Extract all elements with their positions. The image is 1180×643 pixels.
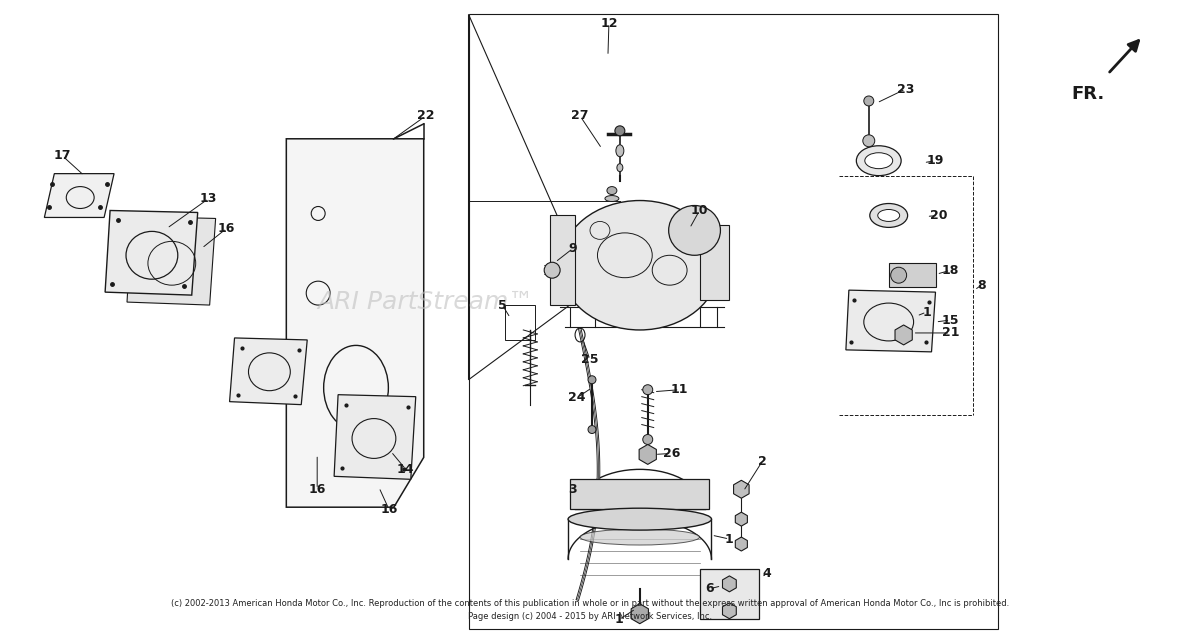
Circle shape <box>588 376 596 384</box>
Text: 3: 3 <box>568 483 576 496</box>
Ellipse shape <box>607 186 617 195</box>
Polygon shape <box>287 139 424 507</box>
Text: 1: 1 <box>922 305 931 318</box>
Circle shape <box>588 426 596 433</box>
Polygon shape <box>230 338 307 404</box>
Text: 11: 11 <box>671 383 688 396</box>
Text: 24: 24 <box>569 391 585 404</box>
Text: 25: 25 <box>582 354 598 367</box>
Text: Page design (c) 2004 - 2015 by ARI Network Services, Inc.: Page design (c) 2004 - 2015 by ARI Netwo… <box>468 612 712 621</box>
Bar <box>505 305 536 340</box>
Text: 19: 19 <box>926 154 944 167</box>
Text: 8: 8 <box>977 278 985 292</box>
Circle shape <box>864 96 873 106</box>
Polygon shape <box>700 226 729 300</box>
Text: 23: 23 <box>897 82 914 96</box>
Bar <box>570 479 709 509</box>
Bar <box>700 569 759 619</box>
Text: 4: 4 <box>762 567 772 581</box>
Polygon shape <box>550 215 575 305</box>
Ellipse shape <box>568 508 712 530</box>
Text: 10: 10 <box>690 204 708 217</box>
Text: 15: 15 <box>942 314 959 327</box>
Text: 1: 1 <box>615 613 623 626</box>
Ellipse shape <box>560 201 720 330</box>
Text: 2: 2 <box>758 455 767 468</box>
Circle shape <box>544 262 560 278</box>
Text: 14: 14 <box>396 463 414 476</box>
Ellipse shape <box>669 206 721 255</box>
Text: 20: 20 <box>930 209 948 222</box>
Polygon shape <box>889 263 937 287</box>
Circle shape <box>891 267 906 283</box>
Ellipse shape <box>878 210 899 221</box>
Ellipse shape <box>870 204 907 228</box>
Text: 12: 12 <box>601 17 617 30</box>
Text: 16: 16 <box>380 503 398 516</box>
Text: FR.: FR. <box>1071 85 1104 103</box>
Text: 5: 5 <box>498 298 506 312</box>
Circle shape <box>863 135 874 147</box>
Polygon shape <box>105 210 198 295</box>
Text: 21: 21 <box>942 327 959 340</box>
Circle shape <box>643 385 653 395</box>
Ellipse shape <box>581 529 700 545</box>
Text: 22: 22 <box>417 109 434 122</box>
Text: 1: 1 <box>725 532 734 545</box>
Text: 16: 16 <box>308 483 326 496</box>
Ellipse shape <box>617 164 623 172</box>
Ellipse shape <box>865 153 893 168</box>
Bar <box>468 14 998 629</box>
Ellipse shape <box>605 195 618 201</box>
Text: 16: 16 <box>218 222 235 235</box>
Polygon shape <box>334 395 415 479</box>
Text: 6: 6 <box>706 583 714 595</box>
Text: ARI PartStream™: ARI PartStream™ <box>317 290 533 314</box>
Circle shape <box>615 126 625 136</box>
Text: 13: 13 <box>199 192 217 205</box>
Text: 27: 27 <box>571 109 589 122</box>
Ellipse shape <box>857 146 902 176</box>
Text: 26: 26 <box>663 447 681 460</box>
Ellipse shape <box>616 145 624 157</box>
Circle shape <box>643 435 653 444</box>
Text: 9: 9 <box>569 242 577 255</box>
Text: 17: 17 <box>53 149 71 162</box>
Text: (c) 2002-2013 American Honda Motor Co., Inc. Reproduction of the contents of thi: (c) 2002-2013 American Honda Motor Co., … <box>171 599 1009 608</box>
Polygon shape <box>45 174 114 217</box>
Polygon shape <box>127 217 216 305</box>
Polygon shape <box>846 290 936 352</box>
Text: 18: 18 <box>942 264 959 276</box>
